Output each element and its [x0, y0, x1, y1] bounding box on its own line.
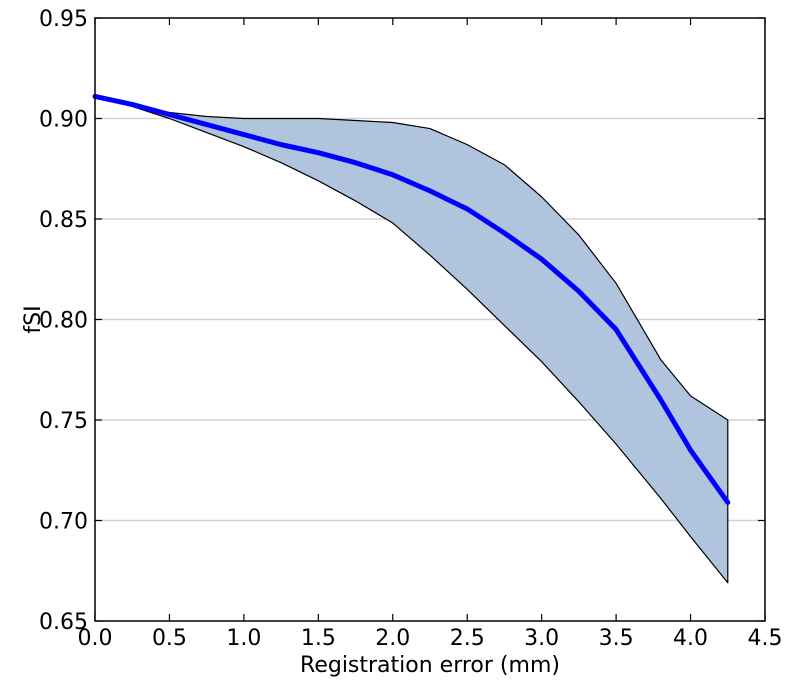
x-tick-label: 4.0	[673, 626, 708, 651]
y-tick-label: 0.90	[39, 108, 88, 133]
y-tick-label: 0.80	[39, 309, 88, 334]
x-tick-label: 2.0	[375, 626, 410, 651]
y-tick-label: 0.85	[39, 208, 88, 233]
x-tick-label: 3.5	[599, 626, 634, 651]
y-tick-label: 0.95	[39, 7, 88, 32]
x-axis-label: Registration error (mm)	[300, 653, 560, 678]
x-tick-label: 2.5	[450, 626, 485, 651]
x-tick-label: 0.0	[78, 626, 113, 651]
confidence-band-layer	[94, 95, 729, 584]
tick-marks	[94, 17, 766, 622]
y-tick-label: 0.70	[39, 510, 88, 535]
x-tick-label: 1.0	[226, 626, 261, 651]
x-tick-label: 3.0	[524, 626, 559, 651]
y-tick-label: 0.75	[39, 409, 88, 434]
x-tick-labels: 0.0 0.5 1.0 1.5 2.0 2.5 3.0 3.5 4.0 4.5	[78, 626, 783, 651]
confidence-band	[94, 95, 729, 584]
y-tick-labels: 0.65 0.70 0.75 0.80 0.85 0.90 0.95	[39, 7, 88, 635]
series-line	[92, 93, 731, 505]
y-axis-label: fSI	[21, 305, 46, 333]
y-tick-label: 0.65	[39, 610, 88, 635]
x-tick-label: 1.5	[301, 626, 336, 651]
series-layer	[92, 93, 731, 505]
x-tick-label: 4.5	[748, 626, 783, 651]
x-tick-label: 0.5	[152, 626, 187, 651]
